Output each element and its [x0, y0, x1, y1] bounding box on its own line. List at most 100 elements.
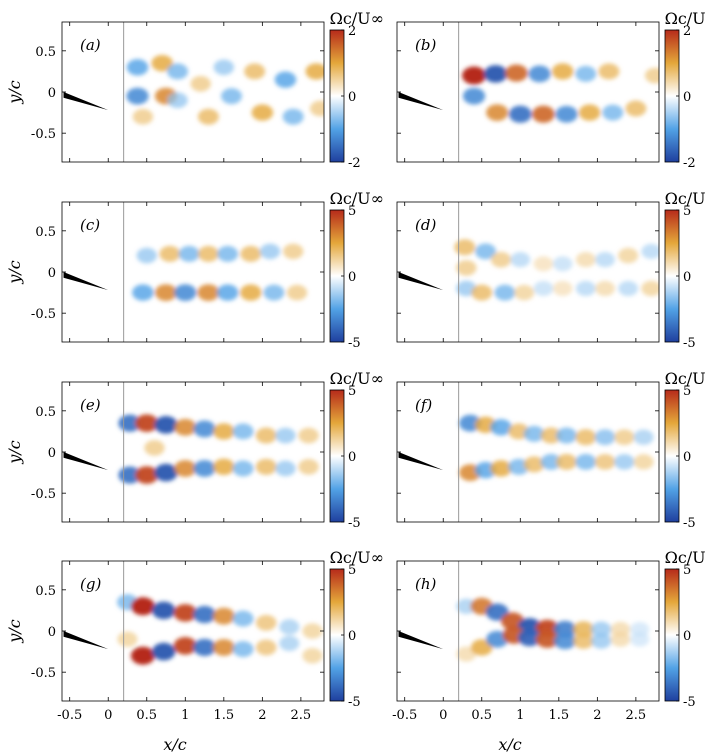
vorticity-blobs	[118, 414, 319, 484]
x-axis-label: x/c	[163, 735, 186, 754]
vortex-blob	[212, 639, 235, 656]
vortex-blob	[274, 71, 297, 88]
x-tick-label: 2	[593, 708, 601, 723]
x-tick-label: 2	[258, 708, 266, 723]
vortex-blob	[259, 243, 281, 260]
y-tick-label: 0.5	[35, 584, 56, 599]
colorbar-title: Ωc/U∞	[665, 189, 706, 208]
vortex-blob	[263, 284, 285, 301]
vortex-blob	[232, 641, 254, 658]
vorticity-field	[398, 382, 654, 522]
vortex-blob	[532, 105, 555, 123]
vortex-blob	[614, 429, 635, 445]
vortex-blob	[213, 423, 235, 440]
colorbar-tick-label: 0	[683, 90, 691, 105]
vorticity-field	[63, 382, 319, 522]
vortex-blob	[551, 63, 574, 80]
vortex-blob	[193, 605, 216, 624]
colorbar-tick-label: 5	[683, 384, 691, 399]
colorbar-tick-label: 0	[348, 270, 356, 285]
vortex-blob	[282, 243, 304, 260]
vortex-blob	[630, 631, 650, 647]
colorbar-tick-label: -2	[348, 156, 361, 171]
x-tick-label: 0.5	[136, 708, 157, 723]
plot-background	[397, 22, 659, 162]
y-axis-label: y/c	[5, 80, 24, 104]
vortex-blob	[552, 256, 573, 272]
vortex-blob	[594, 453, 616, 470]
vortex-blob	[533, 280, 554, 296]
colorbar-tick-label: 0	[683, 629, 691, 644]
vortex-blob	[523, 456, 545, 473]
plot-background	[397, 382, 659, 522]
y-tick-label: 0.5	[35, 405, 56, 420]
airfoil-shape	[63, 631, 109, 650]
y-axis-label: y/c	[5, 440, 24, 464]
vortex-blob	[494, 284, 516, 301]
airfoil-shape	[398, 92, 444, 111]
vortex-blob	[471, 284, 493, 301]
colorbar-tick-label: -5	[683, 336, 696, 351]
colorbar-tick-label: -5	[683, 516, 696, 531]
vortex-blob	[173, 637, 197, 655]
colorbar-tick-label: 0	[683, 270, 691, 285]
plot-background	[62, 382, 324, 522]
colorbar-tick-label: 5	[348, 563, 356, 578]
airfoil-shape	[63, 272, 109, 291]
colorbar-tick-label: -2	[683, 156, 696, 171]
panel-label: (e)	[80, 396, 101, 414]
vortex-blob	[298, 459, 319, 475]
plot-background	[62, 561, 324, 701]
vorticity-field	[63, 561, 323, 701]
vortex-blob	[154, 463, 178, 482]
vorticity-blobs	[454, 239, 659, 301]
vortex-blob	[641, 280, 659, 297]
vortex-blob	[217, 245, 239, 262]
vortex-blob	[154, 416, 178, 434]
panel-c: 0.5 0 -0.5 (c) y/c 5 0 -5 Ωc/U∞	[5, 189, 384, 351]
vortex-blob	[232, 460, 254, 477]
vortex-blob	[610, 631, 631, 647]
y-tick-label: 0	[48, 446, 56, 461]
airfoil-shape	[398, 272, 444, 291]
vortex-blob	[275, 460, 296, 477]
vortex-blob	[483, 65, 508, 83]
vortex-blob	[117, 631, 138, 647]
colorbar-tick-label: 5	[683, 204, 691, 219]
vortex-blob	[193, 420, 216, 438]
airfoil-shape	[398, 452, 444, 471]
vortex-blob	[305, 63, 324, 80]
panel-e: 0.5 0 -0.5 (e) y/c 5 0 -5 Ωc/U∞	[5, 369, 384, 531]
vortex-blob	[232, 610, 254, 627]
x-tick-label: -0.5	[392, 708, 417, 723]
vortex-blob	[130, 597, 155, 616]
y-tick-label: 0.5	[35, 225, 56, 240]
vortex-blob	[456, 598, 477, 614]
x-tick-label: 1.5	[548, 708, 569, 723]
vortex-blob	[456, 260, 477, 276]
vortex-blob	[197, 245, 219, 262]
vortex-blob	[556, 427, 578, 444]
panel-label: (h)	[415, 575, 437, 593]
panel-f: (f) 5 0 -5 Ωc/U∞	[396, 369, 706, 531]
colorbar-title: Ωc/U∞	[665, 548, 706, 567]
vortex-blob	[555, 105, 578, 123]
vortex-blob	[598, 63, 620, 80]
panel-d: (d) 5 0 -5 Ωc/U∞	[396, 189, 706, 351]
x-tick-label: 2.5	[291, 708, 312, 723]
vortex-blob	[221, 88, 243, 105]
plot-background	[397, 202, 659, 342]
vortex-blob	[591, 633, 612, 649]
vortex-blob	[485, 603, 509, 621]
colorbar-tick-label: 0	[348, 450, 356, 465]
vortex-blob	[255, 639, 277, 656]
vortex-blob	[126, 59, 149, 76]
x-tick-label: 0	[439, 708, 447, 723]
vortex-blob	[239, 284, 262, 301]
panel-label: (b)	[415, 36, 436, 54]
panel-a: 0.5 0 -0.5 (a) y/c 2 0 -2 Ωc/U∞	[5, 9, 384, 171]
vortex-blob	[641, 243, 659, 260]
vortex-blob	[535, 630, 559, 648]
vortex-blob	[475, 243, 497, 260]
